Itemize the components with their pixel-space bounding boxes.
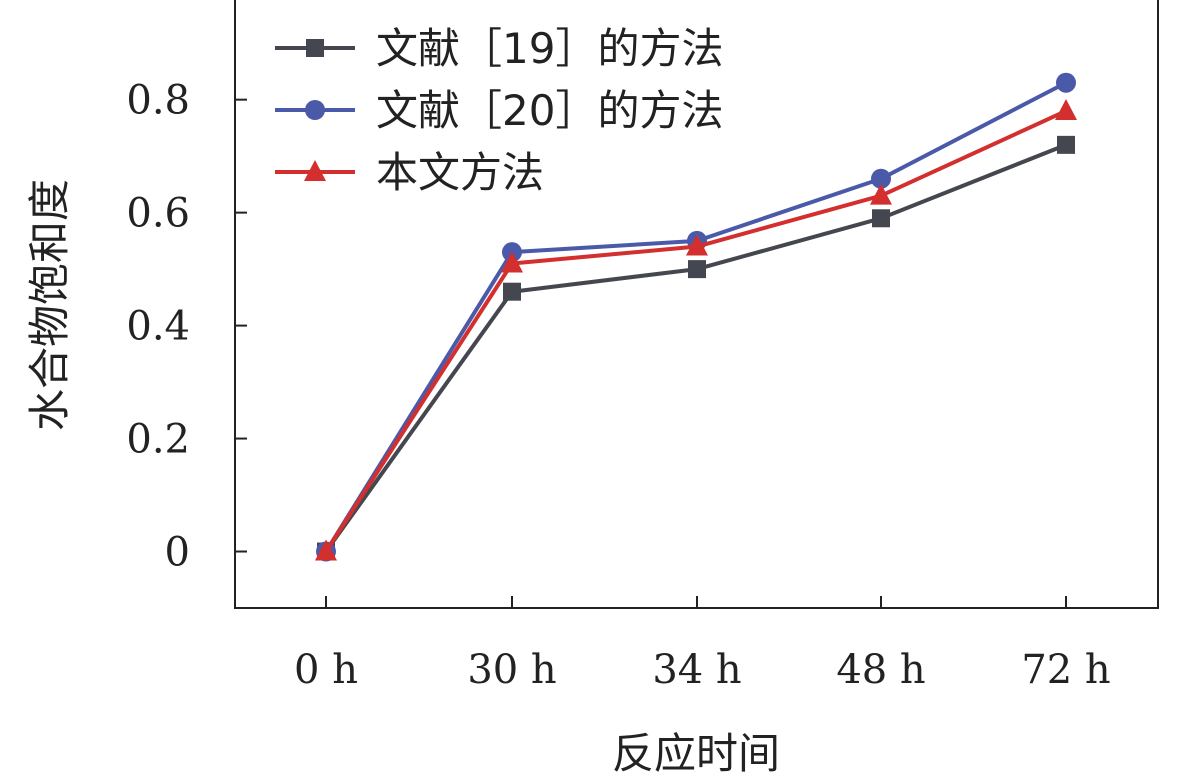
y-tick-label: 0.6 bbox=[126, 191, 190, 237]
data-point bbox=[688, 260, 706, 279]
series-layer bbox=[315, 72, 1077, 562]
y-tick-label: 0 bbox=[165, 530, 190, 576]
x-axis: 0 h 30 h 34 h 48 h 72 h bbox=[294, 596, 1111, 693]
x-tick-label: 30 h bbox=[467, 647, 556, 693]
data-point bbox=[503, 282, 521, 301]
x-tick-label: 0 h bbox=[294, 647, 358, 693]
y-tick-label: 0.4 bbox=[126, 304, 190, 350]
data-point bbox=[870, 183, 892, 205]
y-axis-title: 水合物饱和度 bbox=[25, 179, 74, 431]
data-point bbox=[501, 251, 523, 273]
legend-label: 本文方法 bbox=[376, 148, 544, 197]
data-point bbox=[1056, 72, 1076, 93]
legend-item-1: 文献［19］的方法 bbox=[275, 24, 723, 73]
y-tick-label: 0.2 bbox=[126, 417, 190, 463]
data-point bbox=[686, 234, 708, 256]
legend-marker bbox=[305, 100, 325, 120]
data-point bbox=[1057, 135, 1075, 154]
series-2 bbox=[316, 72, 1076, 562]
legend-item-2: 文献［20］的方法 bbox=[275, 86, 723, 135]
legend-marker bbox=[306, 39, 324, 57]
y-axis: 0 0.2 0.4 0.6 0.8 bbox=[126, 78, 247, 576]
legend-label: 文献［20］的方法 bbox=[376, 86, 723, 135]
x-tick-label: 34 h bbox=[652, 647, 741, 693]
series-line bbox=[324, 142, 1067, 553]
data-point bbox=[1055, 98, 1077, 120]
x-tick-label: 48 h bbox=[836, 647, 925, 693]
legend-label: 文献［19］的方法 bbox=[376, 24, 723, 73]
series-3 bbox=[315, 98, 1077, 561]
x-tick-label: 72 h bbox=[1021, 647, 1110, 693]
series-1 bbox=[317, 135, 1075, 561]
data-point bbox=[872, 209, 890, 228]
data-point bbox=[871, 168, 891, 189]
y-tick-label: 0.8 bbox=[126, 78, 190, 124]
x-axis-title: 反应时间 bbox=[612, 729, 780, 778]
legend-item-3: 本文方法 bbox=[275, 148, 544, 197]
data-point bbox=[315, 539, 337, 561]
legend-marker bbox=[304, 160, 326, 181]
